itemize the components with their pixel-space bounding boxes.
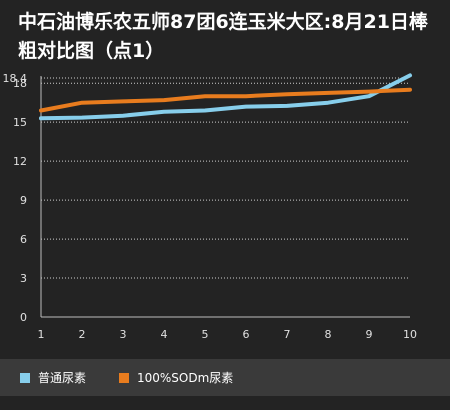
legend-swatch-series-2	[119, 373, 129, 383]
legend: 普通尿素 100%SODm尿素	[0, 359, 450, 396]
x-tick-label: 3	[120, 328, 127, 341]
x-tick-label: 5	[202, 328, 209, 341]
y-tick-label: 18.4	[3, 72, 28, 85]
y-tick-label: 15	[13, 116, 27, 129]
x-tick-label: 10	[403, 328, 417, 341]
legend-item-series-1: 普通尿素	[20, 370, 86, 386]
x-tick-label: 8	[325, 328, 332, 341]
y-tick-label: 6	[20, 233, 27, 246]
x-tick-label: 6	[243, 328, 250, 341]
x-tick-label: 1	[38, 328, 45, 341]
legend-label-series-2: 100%SODm尿素	[137, 371, 234, 385]
x-tick-labels: 1 2 3 4 5 6 7 8 9 10	[38, 328, 418, 341]
axes	[40, 76, 410, 318]
series-line-1	[39, 73, 412, 121]
x-tick-label: 4	[161, 328, 168, 341]
y-tick-label: 0	[20, 311, 27, 324]
x-tick-label: 9	[366, 328, 373, 341]
legend-item-series-2: 100%SODm尿素	[119, 370, 233, 386]
x-tick-label: 7	[284, 328, 291, 341]
legend-swatch-series-1	[20, 373, 30, 383]
y-tick-label: 12	[13, 155, 27, 168]
y-tick-label: 3	[20, 272, 27, 285]
series-line-2	[39, 87, 412, 113]
y-tick-label: 9	[20, 194, 27, 207]
chart-title: 中石油博乐农五师87团6连玉米大区:8月21日棒粗对比图（点1）	[18, 11, 428, 62]
series-lines	[39, 73, 412, 121]
legend-label-series-1: 普通尿素	[38, 371, 87, 385]
x-tick-label: 2	[79, 328, 86, 341]
y-tick-label: 18	[13, 77, 27, 90]
